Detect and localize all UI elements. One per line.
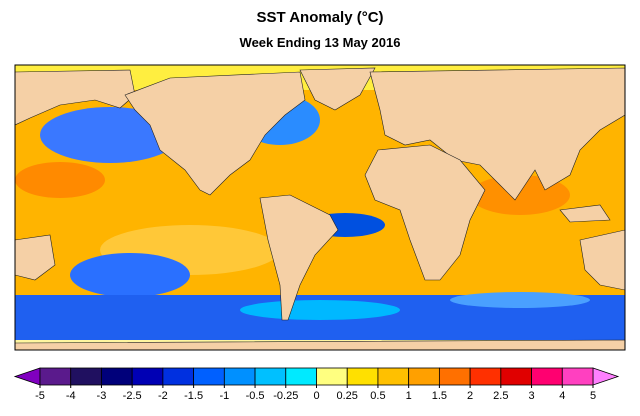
colorbar-segment <box>531 367 563 386</box>
colorbar-segment <box>254 367 287 386</box>
colorbar-segment <box>101 367 133 386</box>
ocean-anomaly <box>40 107 180 163</box>
tick-label: -4 <box>66 390 76 402</box>
tick-label: -0.5 <box>246 390 265 402</box>
land <box>15 339 625 350</box>
tick-label: 0.25 <box>337 390 358 402</box>
colorbar-segment <box>469 367 502 386</box>
colorbar-over <box>592 367 620 386</box>
colorbar: -5 -4 -3 -2.5 -2 -1.5 -1 -0.5 -0.25 0 0.25 0.5 1 1.5 2… <box>13 367 620 402</box>
tick-label: -3 <box>97 390 107 402</box>
ocean-anomaly <box>70 253 190 297</box>
colorbar-under <box>13 367 41 386</box>
colorbar-segment <box>162 367 195 386</box>
map <box>14 64 626 351</box>
ocean-anomaly <box>240 300 400 320</box>
colorbar-segment <box>223 367 256 386</box>
colorbar-segment <box>39 367 72 386</box>
tick-label: -1.5 <box>184 390 203 402</box>
tick-label: 1 <box>406 390 412 402</box>
ocean-anomaly <box>15 162 105 198</box>
tick-label: 5 <box>590 390 596 402</box>
tick-label: 1.5 <box>432 390 447 402</box>
colorbar-segment <box>131 367 164 386</box>
tick-label: 3 <box>528 390 534 402</box>
land <box>559 204 611 223</box>
tick-label: -5 <box>35 390 45 402</box>
colorbar-segment <box>408 367 440 386</box>
subtitle: Week Ending 13 May 2016 <box>240 35 401 50</box>
map-frame <box>14 64 626 351</box>
colorbar-segment <box>438 367 471 386</box>
land <box>15 69 136 126</box>
colorbar-segment <box>346 367 379 386</box>
tick-label: -2 <box>158 390 168 402</box>
land <box>299 67 376 111</box>
colorbar-segment <box>285 367 317 386</box>
tick-label: 2 <box>467 390 473 402</box>
tick-label: -1 <box>219 390 229 402</box>
tick-label: 2.5 <box>493 390 508 402</box>
colorbar-segment <box>377 367 410 386</box>
colorbar-segment <box>316 367 348 386</box>
land <box>364 144 486 281</box>
colorbar-segment <box>193 367 225 386</box>
title: SST Anomaly (°C) <box>256 9 383 26</box>
land <box>124 71 306 196</box>
tick-label: 0 <box>313 390 319 402</box>
ocean-anomaly <box>450 292 590 308</box>
land <box>15 234 56 281</box>
land <box>369 67 625 201</box>
colorbar-segment <box>561 367 594 386</box>
colorbar-segment <box>70 367 102 386</box>
tick-label: 4 <box>559 390 565 402</box>
colorbar-segment <box>500 367 532 386</box>
land <box>259 194 339 321</box>
tick-label: -0.25 <box>273 390 298 402</box>
tick-label: -2.5 <box>123 390 142 402</box>
tick-label: 0.5 <box>370 390 385 402</box>
land <box>579 229 625 291</box>
